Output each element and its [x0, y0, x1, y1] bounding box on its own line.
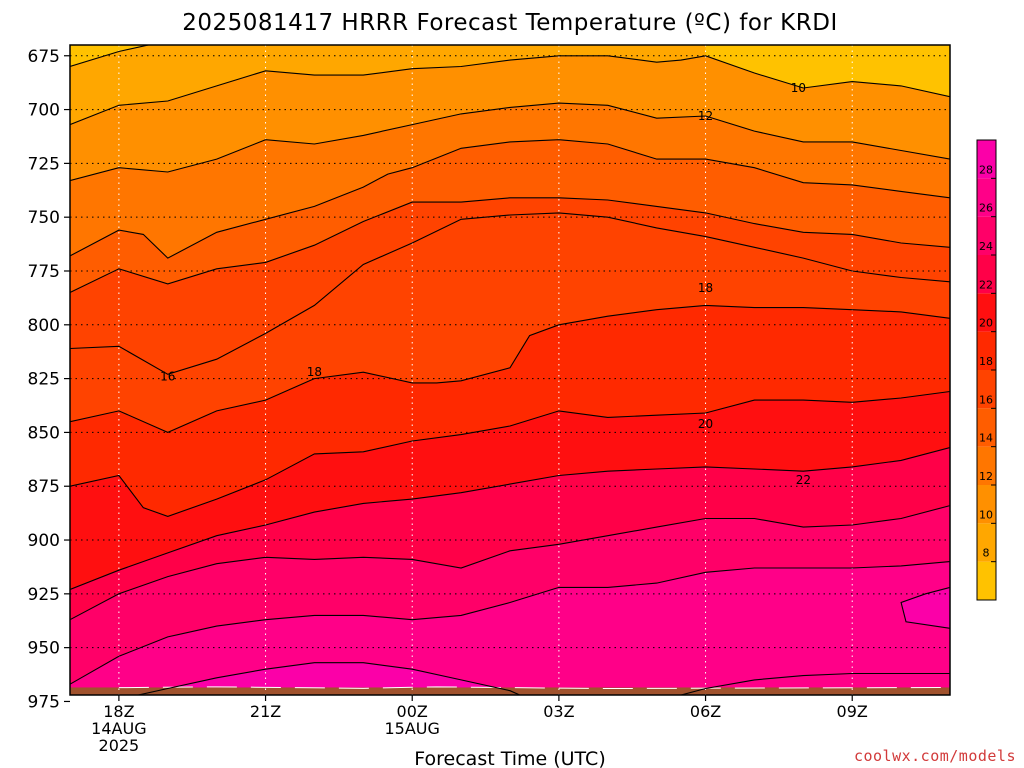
isotherm-line	[70, 102, 950, 182]
y-tick-label: 750	[28, 208, 60, 228]
colorbar: 8 10 12 14 16 18 20 22 24 26 28	[976, 139, 997, 601]
y-tick-label: 775	[28, 262, 60, 282]
isotherm-line	[900, 586, 950, 629]
colorbar-swatch	[977, 293, 996, 332]
colorbar-swatch	[977, 140, 996, 179]
y-tick-label: 800	[28, 316, 60, 336]
contour-label: 18	[307, 365, 322, 379]
x-tick-label: 15AUG	[385, 719, 440, 738]
x-tick-label: 2025	[99, 736, 140, 755]
isotherm-line	[70, 197, 950, 293]
y-tick-label: 675	[28, 47, 60, 67]
isotherm-line	[135, 662, 522, 695]
temperature-fill	[70, 45, 950, 695]
contour-label: 12	[698, 109, 713, 123]
x-tick-label: 00Z	[397, 702, 428, 721]
x-tick-label: 09Z	[837, 702, 868, 721]
contour-label: 18	[698, 281, 713, 295]
credit-text: coolwx.com/models	[854, 747, 1016, 765]
colorbar-tick-label: 10	[979, 508, 993, 521]
y-tick-label: 875	[28, 477, 60, 497]
y-tick-label: 950	[28, 639, 60, 659]
band-fill-warm-pocket	[901, 587, 950, 629]
colorbar-tick-label: 18	[979, 355, 993, 368]
colorbar-swatch	[977, 561, 996, 600]
contour-labels: 10 12 16 18 18 20 22	[160, 81, 811, 487]
isotherm-line	[70, 561, 950, 685]
colorbar-swatch	[977, 178, 996, 217]
plot-area: 10 12 16 18 18 20 22	[69, 44, 951, 696]
band-fill	[70, 561, 950, 695]
x-tick-label: 06Z	[690, 702, 721, 721]
contour-label: 20	[698, 417, 713, 431]
isotherm-line	[70, 390, 950, 517]
x-axis-title: Forecast Time (UTC)	[414, 748, 605, 768]
surface-edge	[118, 686, 950, 690]
colorbar-tick-label: 20	[979, 317, 993, 330]
chart-title: 2025081417 HRRR Forecast Temperature (ºC…	[182, 10, 837, 36]
x-tick-label: 21Z	[250, 702, 281, 721]
isotherm-line	[679, 672, 950, 695]
isotherm-line	[70, 446, 950, 591]
y-tick-label: 700	[28, 101, 60, 121]
colorbar-tick-label: 12	[979, 470, 993, 483]
x-tick-label: 18Z	[103, 702, 134, 721]
colorbar-tick-label: 28	[979, 163, 993, 176]
isotherm-line	[70, 55, 950, 126]
y-tick-label: 825	[28, 370, 60, 390]
plot-frame	[69, 44, 951, 696]
colorbar-swatch	[977, 370, 996, 409]
colorbar-tick-label: 16	[979, 393, 993, 406]
y-tick-label: 975	[28, 692, 60, 712]
colorbar-tick-label: 24	[979, 240, 993, 253]
y-tick-label: 725	[28, 154, 60, 174]
colorbar-swatch	[977, 523, 996, 562]
isotherm-line	[70, 505, 950, 621]
colorbar-tick-label: 26	[979, 202, 993, 215]
colorbar-tick-label: 8	[983, 547, 990, 560]
x-tick-label: 14AUG	[91, 719, 146, 738]
colorbar-tick-label: 22	[979, 278, 993, 291]
colorbar-swatch	[977, 408, 996, 447]
colorbar-swatch	[977, 255, 996, 294]
colorbar-swatch	[977, 331, 996, 370]
isotherm-line	[70, 212, 950, 375]
y-tick-label: 850	[28, 423, 60, 443]
colorbar-swatch	[977, 446, 996, 485]
y-tick-label: 900	[28, 531, 60, 551]
isotherm-line	[70, 304, 950, 434]
y-axis: 675 700 725 750 775 800 825 850 875 900 925 950 975	[28, 47, 70, 712]
colorbar-swatch	[977, 485, 996, 524]
isotherm-line	[70, 139, 950, 259]
isotherm-contours	[70, 45, 950, 695]
grid-lines	[70, 45, 950, 695]
contour-label: 10	[791, 81, 806, 95]
contour-label: 22	[796, 473, 811, 487]
x-tick-label: 03Z	[543, 702, 574, 721]
y-tick-label: 925	[28, 585, 60, 605]
contour-label: 16	[160, 369, 175, 383]
colorbar-tick-label: 14	[979, 432, 993, 445]
colorbar-swatch	[977, 216, 996, 255]
